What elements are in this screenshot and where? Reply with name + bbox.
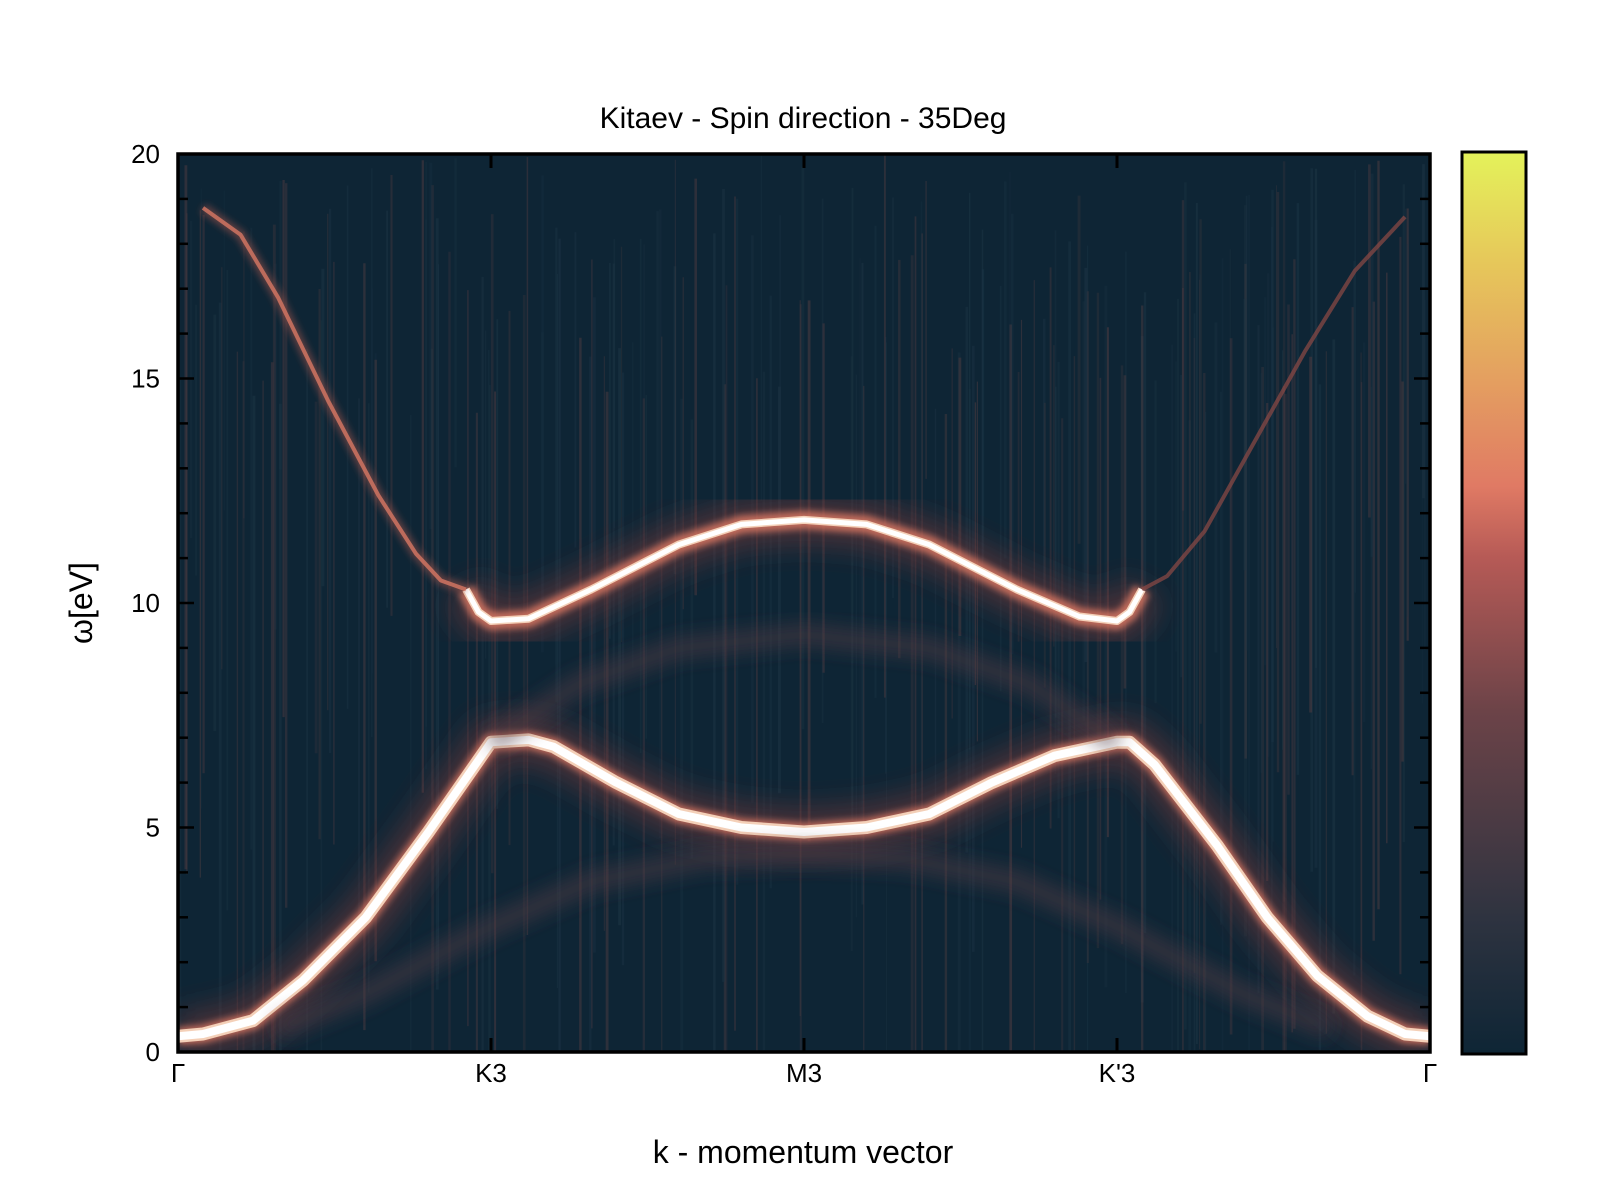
colorbar xyxy=(1460,150,1528,1056)
band-faint-dome xyxy=(484,623,1124,752)
y-tick-label: 15 xyxy=(131,364,160,394)
band-upper xyxy=(445,496,1163,644)
y-axis-label: ω[eV] xyxy=(63,562,99,644)
band-line xyxy=(484,623,1124,752)
x-tick-label: M3 xyxy=(786,1058,822,1088)
y-tick-label: 10 xyxy=(131,588,160,618)
x-tick-label: K3 xyxy=(475,1058,507,1088)
band-lower xyxy=(178,716,1430,1052)
band-core xyxy=(178,735,1430,1041)
noise-streaks xyxy=(178,154,1426,1052)
x-axis: Γ K3 M3 K'3 Γ xyxy=(171,154,1437,1088)
y-axis: 0 5 10 15 20 xyxy=(131,139,1430,1067)
y-tick-label: 5 xyxy=(146,813,160,843)
band-upper-left-branch xyxy=(200,203,468,595)
band-core xyxy=(463,517,1145,624)
chart-title: Kitaev - Spin direction - 35Deg xyxy=(600,102,1007,135)
x-tick-label: Γ xyxy=(1423,1058,1437,1088)
x-tick-label: K'3 xyxy=(1099,1058,1136,1088)
band-line xyxy=(201,206,467,592)
y-tick-label: 20 xyxy=(131,139,160,169)
band-line xyxy=(274,843,1334,1040)
x-axis-label: k - momentum vector xyxy=(653,1134,954,1170)
band-line xyxy=(1141,215,1407,592)
bands xyxy=(178,203,1430,1052)
x-tick-label: Γ xyxy=(171,1058,185,1088)
y-tick-label: 0 xyxy=(146,1037,160,1067)
band-faint-lower-arc xyxy=(274,843,1334,1040)
band-upper-right-branch xyxy=(1141,215,1407,592)
